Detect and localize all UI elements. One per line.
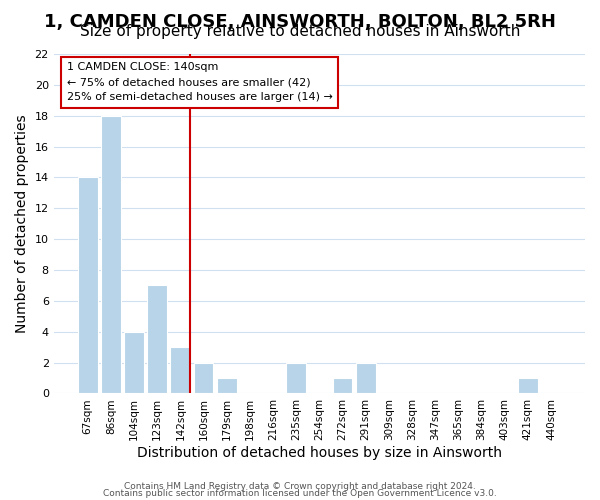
Bar [286, 362, 306, 394]
Bar [124, 332, 144, 394]
Bar [332, 378, 352, 394]
Bar [356, 362, 376, 394]
Bar [148, 286, 167, 394]
Text: Contains public sector information licensed under the Open Government Licence v3: Contains public sector information licen… [103, 489, 497, 498]
X-axis label: Distribution of detached houses by size in Ainsworth: Distribution of detached houses by size … [137, 446, 502, 460]
Text: Contains HM Land Registry data © Crown copyright and database right 2024.: Contains HM Land Registry data © Crown c… [124, 482, 476, 491]
Bar [170, 347, 190, 394]
Text: 1, CAMDEN CLOSE, AINSWORTH, BOLTON, BL2 5RH: 1, CAMDEN CLOSE, AINSWORTH, BOLTON, BL2 … [44, 12, 556, 30]
Bar [518, 378, 538, 394]
Y-axis label: Number of detached properties: Number of detached properties [15, 114, 29, 333]
Text: Size of property relative to detached houses in Ainsworth: Size of property relative to detached ho… [80, 24, 520, 39]
Bar [194, 362, 214, 394]
Bar [101, 116, 121, 394]
Bar [78, 178, 98, 394]
Text: 1 CAMDEN CLOSE: 140sqm
← 75% of detached houses are smaller (42)
25% of semi-det: 1 CAMDEN CLOSE: 140sqm ← 75% of detached… [67, 62, 333, 102]
Bar [217, 378, 236, 394]
